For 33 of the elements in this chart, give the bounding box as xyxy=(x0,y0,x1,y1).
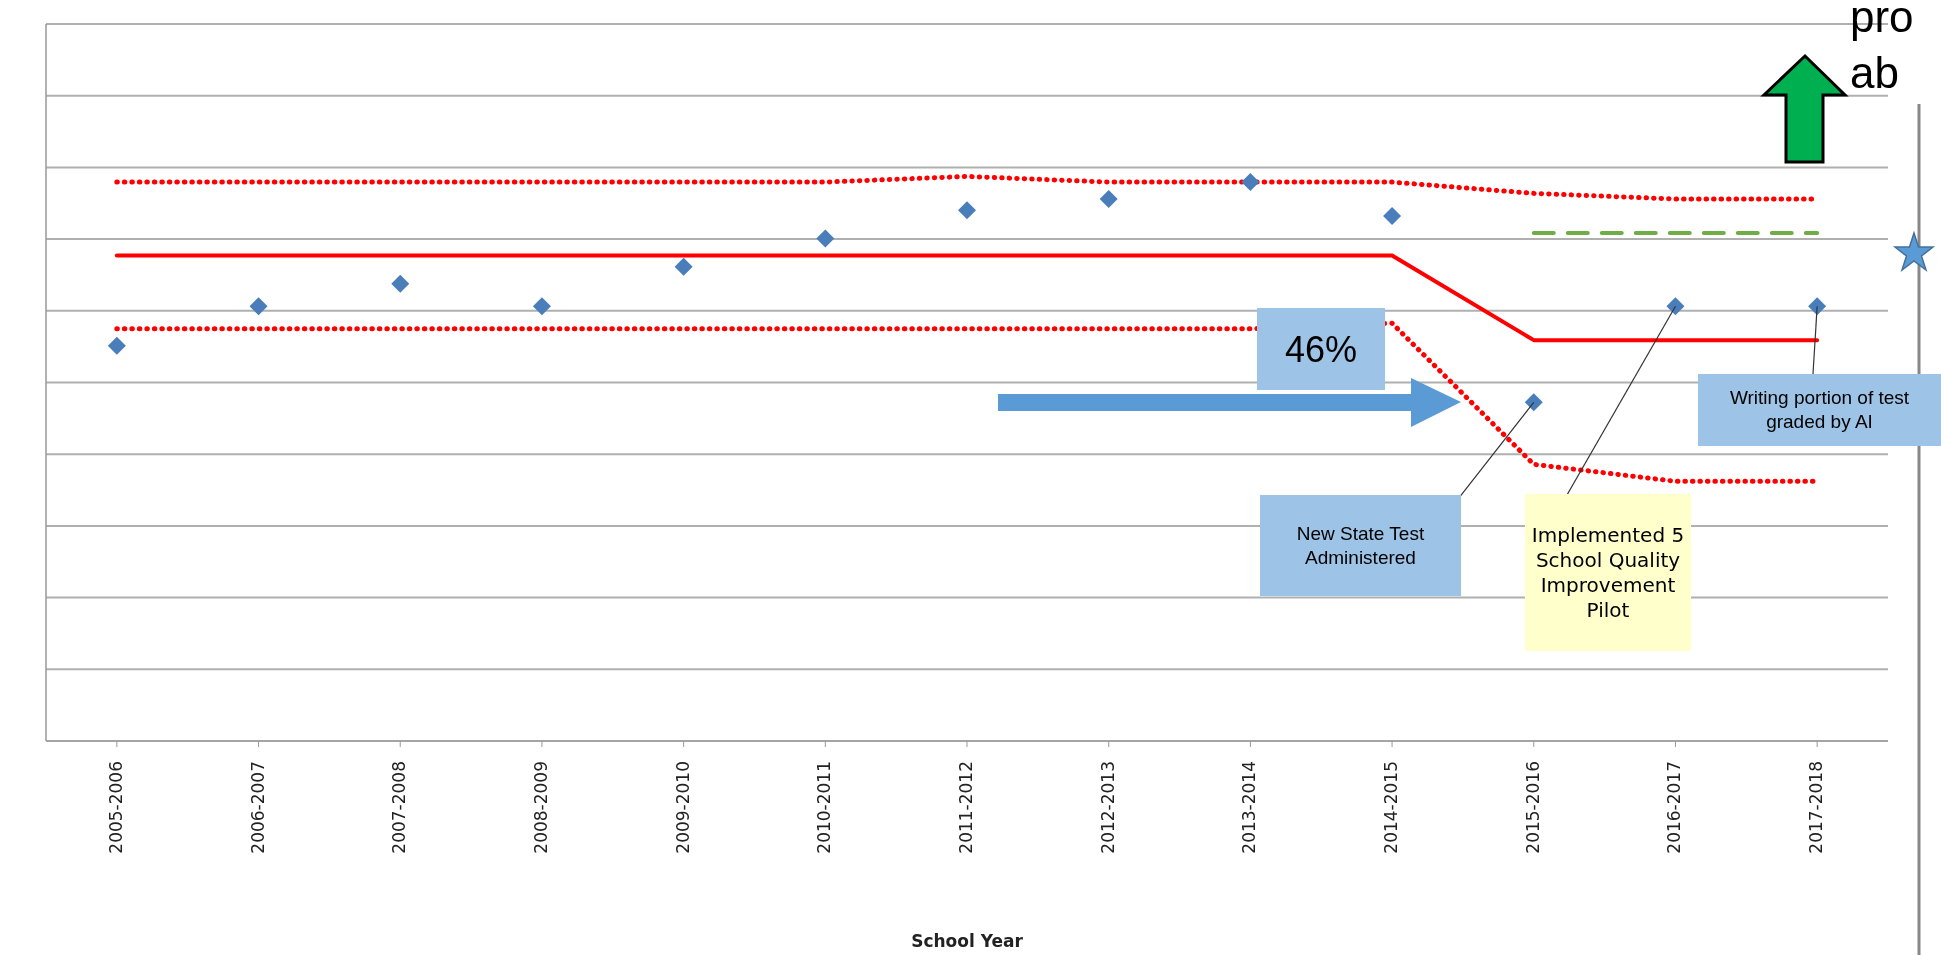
x-tick-label: 2015-2016 xyxy=(1522,761,1543,854)
point xyxy=(1808,297,1827,316)
text: pro xyxy=(1849,0,1915,43)
x-tick-label: 2009-2010 xyxy=(672,761,693,854)
x-tick-label: 2010-2011 xyxy=(814,761,835,854)
point xyxy=(1666,297,1685,316)
text: ab xyxy=(1849,46,1900,99)
x-tick-label: 2016-2017 xyxy=(1664,761,1685,854)
point xyxy=(816,229,835,248)
callout-box: New State Test Administered xyxy=(1260,495,1461,596)
x-tick-label: 2014-2015 xyxy=(1381,761,1402,854)
x-tick-label: 2017-2018 xyxy=(1806,761,1827,854)
x-tick-label: 2013-2014 xyxy=(1239,761,1260,854)
x-tick-label: 2011-2012 xyxy=(956,761,976,854)
point xyxy=(1099,190,1118,209)
point xyxy=(1524,393,1543,412)
point xyxy=(249,297,268,316)
callout-box: Implemented 5 School Quality Improvement Pilot xyxy=(1525,494,1691,651)
point xyxy=(532,297,551,316)
callout-box: Writing portion of test graded by AI xyxy=(1698,374,1941,446)
point xyxy=(674,257,693,276)
point xyxy=(1241,173,1260,192)
callout-box: 46% xyxy=(1257,308,1385,390)
x-tick-label: 2008-2009 xyxy=(530,761,551,854)
point xyxy=(958,201,976,220)
x-tick-label: 2007-2008 xyxy=(389,761,410,854)
x-axis-title: School Year xyxy=(911,931,1024,951)
x-tick-label: 2012-2013 xyxy=(1097,761,1118,854)
point xyxy=(1383,206,1402,225)
point xyxy=(391,274,410,293)
x-tick-label: 2006-2007 xyxy=(247,761,268,854)
point xyxy=(107,336,126,355)
x-tick-label: 2005-2006 xyxy=(105,761,126,854)
